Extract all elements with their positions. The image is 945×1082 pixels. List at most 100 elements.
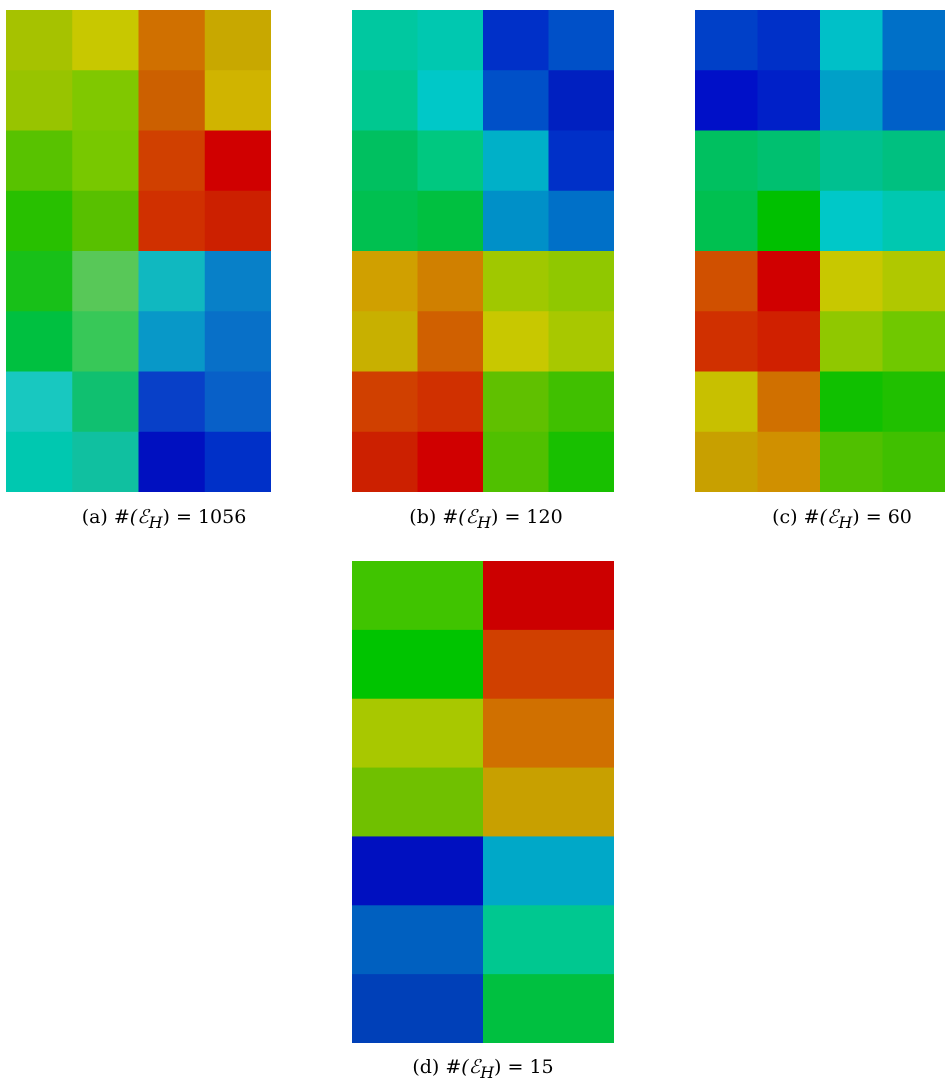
partition-cell (139, 131, 206, 192)
partition-map-a (6, 10, 271, 492)
partition-cell (758, 10, 821, 71)
partition-cell (820, 191, 883, 252)
partition-cell (549, 372, 615, 433)
partition-cell (883, 131, 945, 192)
partition-cell (483, 10, 549, 71)
partition-map-b (352, 10, 614, 492)
partition-cell (758, 131, 821, 192)
partition-cell (883, 372, 945, 433)
partition-cell (72, 70, 139, 131)
caption-c-math: #(ℰ (804, 506, 839, 528)
partition-cell (352, 311, 418, 372)
partition-cell (418, 131, 484, 192)
partition-cell (695, 70, 758, 131)
partition-cell (6, 70, 73, 131)
partition-cell (418, 191, 484, 252)
caption-c-prefix: (c) (772, 506, 797, 528)
partition-cell (820, 311, 883, 372)
partition-cell (6, 191, 73, 252)
panel-c-partition-image (695, 10, 945, 492)
partition-cell (6, 432, 73, 492)
partition-cell (352, 432, 418, 492)
partition-cell (418, 311, 484, 372)
partition-cell (352, 974, 484, 1043)
partition-cell (758, 372, 821, 433)
partition-cell (139, 432, 206, 492)
partition-cell (352, 699, 484, 768)
partition-cell (820, 432, 883, 492)
panel-a-partition-image (6, 10, 271, 492)
partition-cell (549, 70, 615, 131)
caption-c-sub: H (838, 513, 852, 532)
partition-cell (352, 630, 484, 699)
caption-c-suffix: ) = 60 (852, 506, 912, 528)
partition-cell (758, 432, 821, 492)
partition-cell (483, 432, 549, 492)
partition-cell (549, 311, 615, 372)
partition-cell (139, 191, 206, 252)
partition-cell (139, 10, 206, 71)
partition-cell (72, 10, 139, 71)
partition-cell (418, 10, 484, 71)
partition-cell (483, 191, 549, 252)
partition-cell (695, 432, 758, 492)
partition-cell (205, 70, 271, 131)
caption-c: (c) #(ℰH) = 60 (742, 506, 942, 532)
partition-cell (483, 630, 614, 699)
caption-a-prefix: (a) (82, 506, 108, 528)
partition-cell (352, 768, 484, 837)
partition-map-d (352, 561, 614, 1043)
caption-b-suffix: ) = 120 (491, 506, 563, 528)
partition-cell (483, 974, 614, 1043)
partition-cell (758, 191, 821, 252)
partition-cell (758, 251, 821, 312)
partition-cell (483, 311, 549, 372)
partition-cell (6, 131, 73, 192)
partition-cell (483, 131, 549, 192)
partition-cell (352, 191, 418, 252)
partition-cell (72, 191, 139, 252)
partition-cell (72, 432, 139, 492)
partition-cell (6, 251, 73, 312)
partition-cell (205, 432, 271, 492)
caption-d-suffix: ) = 15 (494, 1056, 554, 1078)
partition-cell (418, 70, 484, 131)
partition-cell (205, 10, 271, 71)
partition-cell (418, 372, 484, 433)
partition-cell (6, 311, 73, 372)
partition-cell (695, 131, 758, 192)
panel-b-partition-image (352, 10, 614, 492)
partition-cell (483, 372, 549, 433)
caption-d-sub: H (480, 1063, 494, 1082)
partition-map-c (695, 10, 945, 492)
partition-cell (549, 131, 615, 192)
caption-a: (a) #(ℰH) = 1056 (64, 506, 264, 532)
partition-cell (883, 251, 945, 312)
partition-cell (352, 561, 484, 630)
partition-cell (139, 311, 206, 372)
partition-cell (483, 836, 614, 905)
partition-cell (418, 432, 484, 492)
partition-cell (139, 251, 206, 312)
partition-cell (352, 131, 418, 192)
partition-cell (352, 251, 418, 312)
caption-d: (d) #(ℰH) = 15 (383, 1056, 583, 1082)
partition-cell (72, 131, 139, 192)
caption-a-suffix: ) = 1056 (163, 506, 247, 528)
partition-cell (695, 311, 758, 372)
partition-cell (6, 10, 73, 71)
partition-cell (205, 251, 271, 312)
caption-b: (b) #(ℰH) = 120 (386, 506, 586, 532)
partition-cell (483, 699, 614, 768)
partition-cell (205, 372, 271, 433)
partition-cell (483, 251, 549, 312)
partition-cell (820, 251, 883, 312)
partition-cell (549, 10, 615, 71)
partition-cell (72, 251, 139, 312)
partition-cell (758, 70, 821, 131)
caption-a-math: #(ℰ (114, 506, 149, 528)
partition-cell (483, 768, 614, 837)
partition-cell (205, 191, 271, 252)
partition-cell (483, 70, 549, 131)
partition-cell (352, 905, 484, 974)
